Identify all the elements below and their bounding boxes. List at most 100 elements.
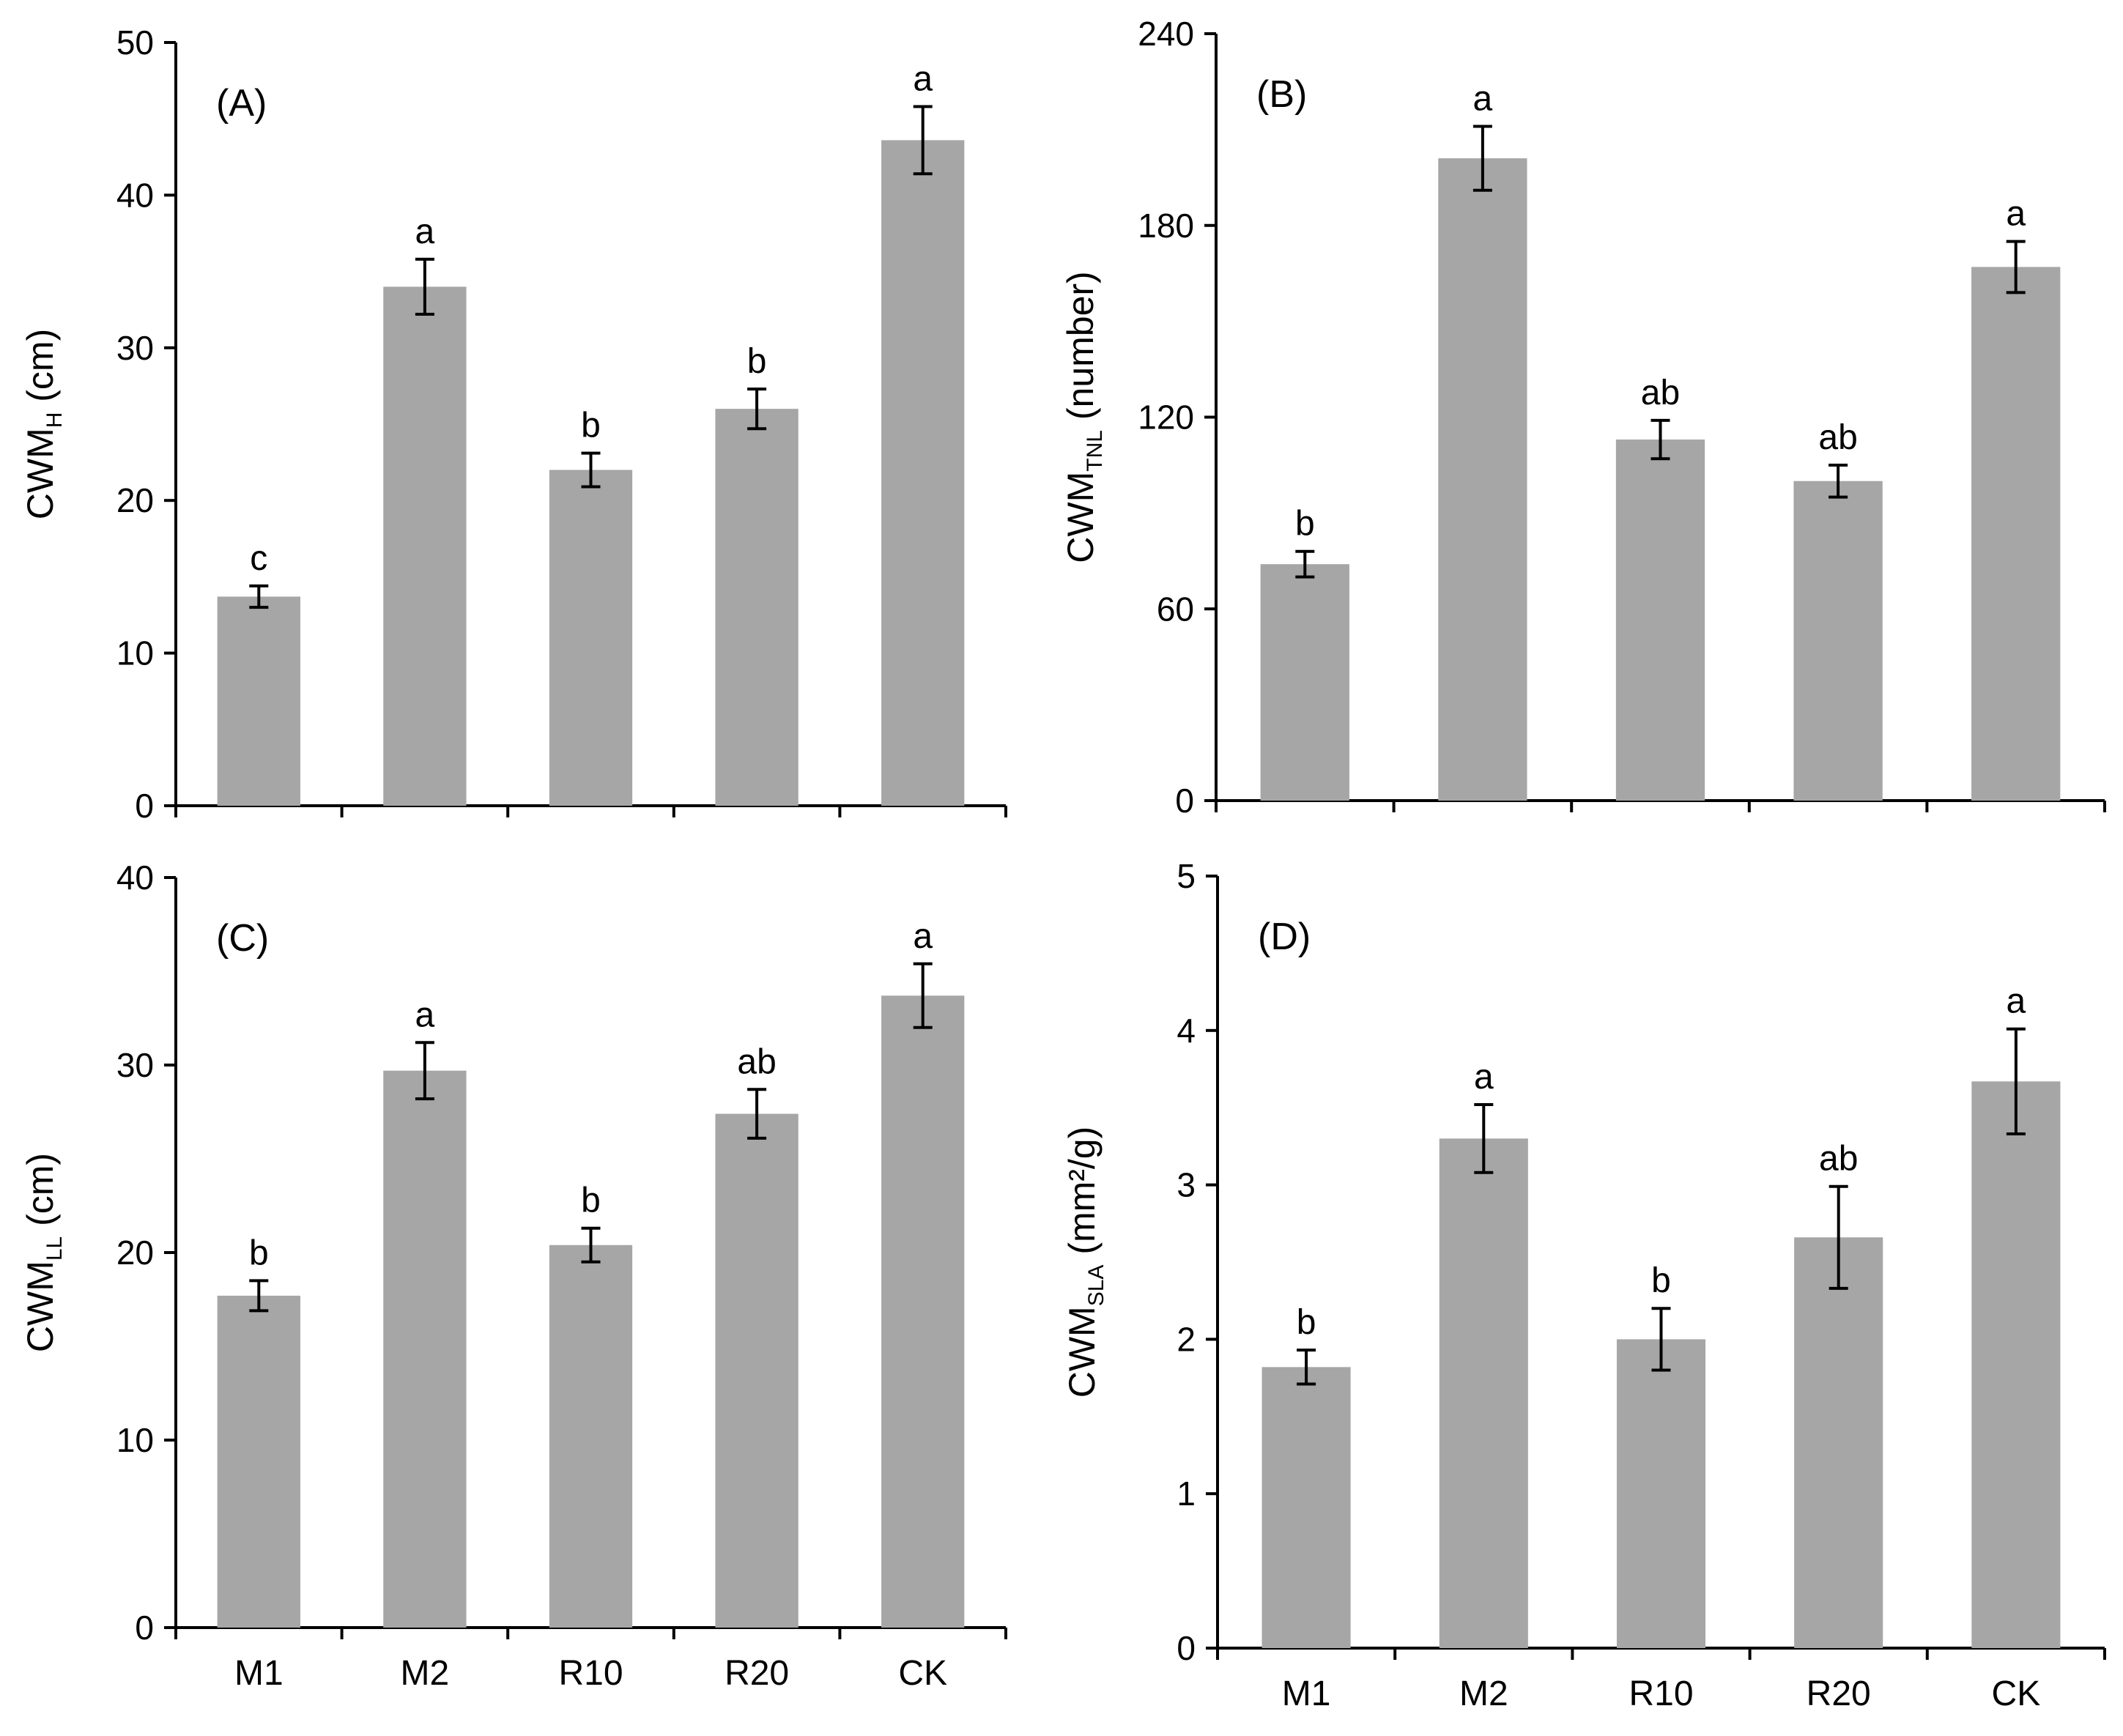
y-tick-label: 2 (1177, 1320, 1196, 1358)
bar-r10 (1615, 439, 1705, 801)
panel-label: (B) (1256, 73, 1307, 116)
y-axis-label-unit: (mm²/g) (1062, 1127, 1103, 1265)
significance-letter: b (1651, 1261, 1671, 1300)
error-bar (1651, 1307, 1671, 1372)
x-tick-label: M2 (401, 1654, 450, 1693)
error-bar (1650, 418, 1670, 461)
y-tick-label: 60 (1157, 590, 1194, 628)
y-tick-label: 1 (1177, 1475, 1196, 1513)
panel-label: (C) (216, 917, 269, 960)
significance-letter: ab (1819, 1140, 1858, 1179)
y-tick-label: 40 (116, 176, 154, 214)
y-tick-label: 0 (135, 787, 154, 825)
error-bar (581, 1226, 601, 1264)
error-bar (249, 584, 269, 609)
y-axis-label-main: CWM (20, 428, 61, 519)
bar-r10 (549, 1244, 633, 1628)
y-axis-label: CWMH (cm) (20, 329, 67, 519)
y-axis-label-subscript: LL (42, 1236, 67, 1261)
x-tick-label: CK (1992, 1674, 2041, 1713)
error-bar (1472, 125, 1492, 192)
y-tick-label: 3 (1177, 1166, 1196, 1204)
y-axis-label: CWMTNL (number) (1060, 271, 1107, 563)
error-bar (1829, 1184, 1848, 1290)
error-bar (1474, 1102, 1494, 1174)
error-bar (581, 451, 601, 489)
error-bar (2006, 240, 2026, 294)
y-tick-label: 0 (1177, 1629, 1196, 1667)
bar-r20 (715, 409, 799, 806)
y-axis-label-main: CWM (1062, 1306, 1103, 1398)
x-tick-label: R10 (1629, 1674, 1693, 1713)
bar-r10 (549, 470, 633, 806)
significance-letter: b (249, 1234, 269, 1272)
panel-label: (D) (1258, 916, 1311, 958)
error-bar (913, 105, 933, 176)
bar-r10 (1616, 1339, 1706, 1648)
bar-r20 (715, 1113, 799, 1628)
significance-letter: b (581, 407, 601, 445)
significance-letter: b (747, 342, 767, 381)
y-tick-label: 40 (116, 858, 154, 897)
error-bar (747, 1088, 767, 1140)
bar-ck (1971, 267, 2061, 801)
y-tick-label: 240 (1138, 15, 1194, 53)
y-tick-label: 30 (116, 1046, 154, 1084)
x-tick-label: R20 (725, 1654, 789, 1693)
significance-letter: a (913, 60, 933, 99)
y-axis-label-main: CWM (1060, 472, 1101, 563)
y-tick-label: 0 (135, 1609, 154, 1647)
y-axis-label-subscript: TNL (1083, 430, 1107, 472)
bar-r20 (1794, 1237, 1883, 1648)
bar-m2 (383, 286, 467, 806)
bar-ck (881, 995, 965, 1628)
x-tick-label: R20 (1807, 1674, 1871, 1713)
y-tick-label: 20 (116, 1234, 154, 1272)
y-axis-label-unit: (cm) (20, 329, 61, 412)
bar-ck (1971, 1081, 2061, 1648)
significance-letter: ab (1641, 374, 1680, 412)
error-bar (1297, 1349, 1316, 1386)
significance-letter: a (1473, 80, 1493, 119)
x-tick-label: M2 (1459, 1674, 1508, 1713)
error-bar (913, 962, 933, 1029)
y-axis-label-unit: (cm) (20, 1153, 61, 1236)
y-axis-label-subscript: H (42, 412, 67, 429)
panel-label: (A) (216, 82, 267, 125)
x-tick-label: CK (898, 1654, 947, 1693)
y-tick-label: 120 (1138, 398, 1194, 437)
y-tick-label: 30 (116, 329, 154, 367)
x-tick-label: M1 (1282, 1674, 1331, 1713)
error-bar (415, 257, 434, 316)
significance-letter: b (1295, 505, 1315, 544)
significance-letter: a (2006, 195, 2026, 234)
y-tick-label: 10 (116, 634, 154, 672)
error-bar (249, 1279, 269, 1313)
significance-letter: b (1297, 1303, 1316, 1342)
bar-m1 (1261, 1367, 1351, 1648)
panel-a: 0 10 20 30 40 50 c a b b a (A) CWMH (cm) (20, 23, 1007, 825)
error-bar (415, 1041, 434, 1101)
bar-r20 (1793, 481, 1883, 801)
significance-letter: a (913, 917, 933, 956)
significance-letter: b (581, 1182, 601, 1220)
significance-letter: a (2007, 982, 2026, 1021)
error-bar (1829, 463, 1848, 499)
error-bar (2006, 1027, 2026, 1136)
error-bar (747, 387, 767, 431)
bar-m2 (383, 1070, 467, 1628)
x-tick-label: M1 (234, 1654, 284, 1693)
y-axis-label-subscript: SLA (1084, 1265, 1108, 1307)
panel-c: 0 10 20 30 40 b M1 a M2 b R10 ab R20 a CK (C) CWMLL (cm) (20, 858, 1007, 1693)
bar-m1 (1260, 564, 1349, 801)
y-axis-label-unit: (number) (1060, 271, 1101, 430)
y-tick-label: 4 (1177, 1012, 1196, 1050)
bar-m1 (217, 596, 300, 806)
bar-m2 (1439, 1138, 1528, 1648)
bar-ck (881, 140, 965, 806)
significance-letter: ab (1818, 418, 1857, 457)
bar-m2 (1438, 158, 1527, 801)
panel-b: 0 60 120 180 240 b a ab ab a (B) CWMTNL (number) (1060, 15, 2106, 820)
y-tick-label: 180 (1138, 207, 1194, 245)
